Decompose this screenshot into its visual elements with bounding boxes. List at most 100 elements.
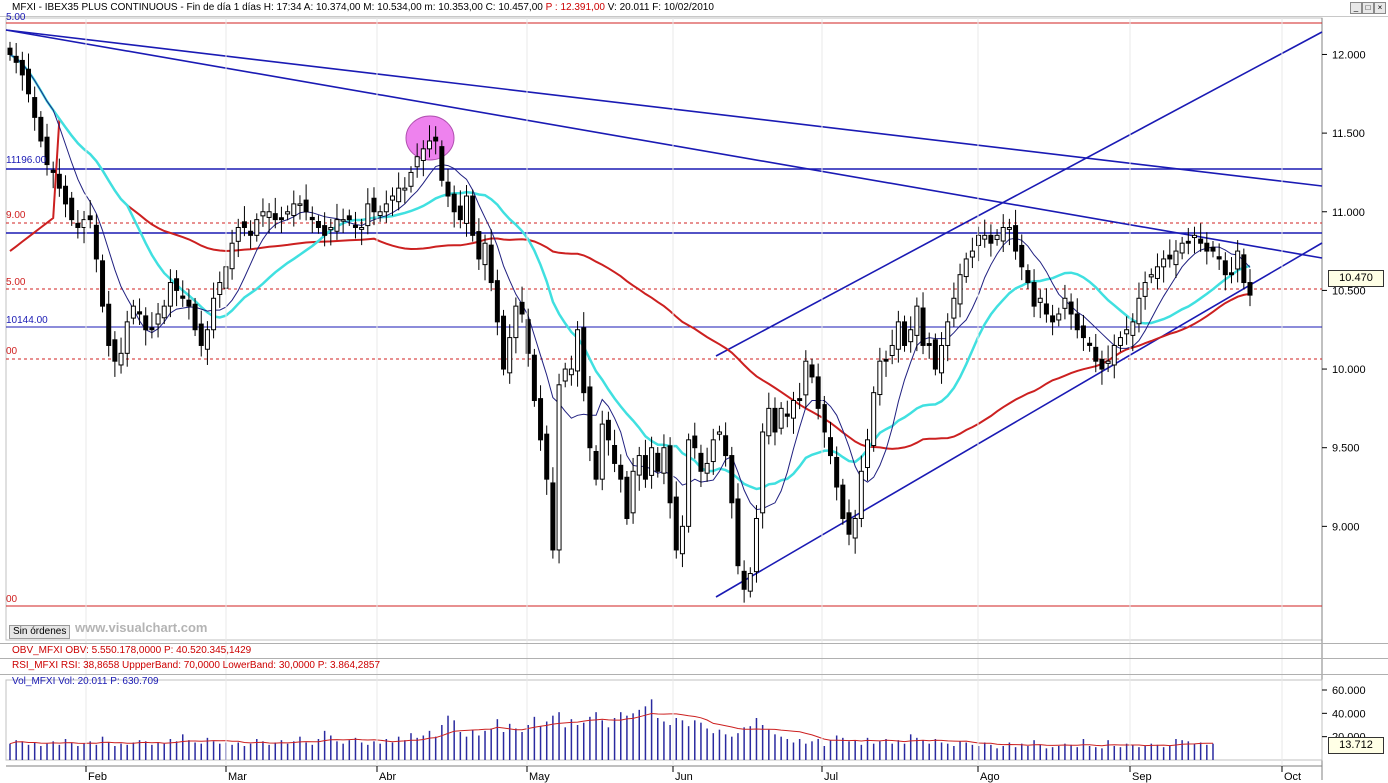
candle-body [642,455,648,480]
candle-body [790,400,796,419]
candle-body [439,146,445,181]
month-label-abr: Abr [379,771,396,783]
candle-body [44,136,50,166]
candle-body [56,173,62,189]
candle-body [550,482,556,551]
candle-body [112,339,118,362]
candle-body [198,323,204,346]
month-label-sep: Sep [1132,771,1152,783]
candle-body [612,445,618,464]
candle-body [408,171,414,187]
candle-body [852,517,858,539]
level-label-10144: 10144.00 [6,315,48,326]
candle-body [1173,250,1179,266]
month-label-ago: Ago [980,771,1000,783]
candle-body [130,305,136,319]
candle-body [741,570,747,590]
candle-body [137,311,143,315]
volume-tick-label: 40.000 [1332,708,1366,720]
candle-body [476,231,482,260]
candle-body [260,211,266,217]
candle-body [365,203,371,227]
candle-body [525,319,531,354]
candle-body [778,407,784,429]
candle-body [315,221,321,228]
candle-body [1117,337,1123,346]
candle-body [630,470,636,514]
candle-body [1037,297,1043,303]
candle-body [1000,226,1006,242]
candle-body [1154,266,1160,279]
candle-body [605,419,611,441]
candle-body [784,413,790,417]
candle-body [1013,225,1019,252]
close-button[interactable]: × [1374,2,1386,14]
candle-body [575,329,581,372]
candle-body [352,224,358,228]
candle-body [1025,270,1031,284]
candle-body [729,455,735,504]
candle-body [470,195,476,236]
candle-body [414,156,420,168]
candle-body [167,282,173,307]
candle-body [735,498,741,567]
candle-body [161,305,167,319]
candle-body [766,407,772,437]
candle-body [1105,360,1111,364]
candle-body [229,242,235,270]
sin-ordenes-button[interactable]: Sin órdenes [9,625,71,639]
minimize-button[interactable]: _ [1350,2,1362,14]
candle-body [309,216,315,221]
volume-moving-average [9,712,1213,747]
candle-body [402,187,408,191]
candle-body [649,447,655,476]
candle-body [581,327,587,394]
price-tick-label: 10.500 [1332,285,1366,297]
candle-body [815,376,821,409]
candle-body [155,313,161,325]
candle-body [1043,303,1049,315]
candle-body [803,360,809,396]
candle-body [69,197,75,221]
candle-body [871,392,877,447]
candle-body [100,260,106,307]
candle-body [840,484,846,519]
candle-body [1167,254,1173,260]
candle-body [568,368,574,376]
candle-body [433,136,439,142]
candle-body [149,327,155,331]
candle-body [908,329,914,343]
level-label-00a: 00 [6,346,18,357]
rsi-label: RSI_MFXI RSI: 38,8658 UppperBand: 70,000… [12,660,381,671]
candle-body [1056,313,1062,321]
candle-body [883,358,889,362]
candle-body [599,423,605,480]
price-tick-label: 9.000 [1332,521,1360,533]
candle-body [846,512,852,535]
candle-body [1235,250,1241,270]
channel-upper-line [715,31,1323,357]
obv-label: OBV_MFXI OBV: 5.550.178,0000 P: 40.520.3… [12,645,252,656]
candle-body [747,573,753,592]
candle-body [488,244,494,284]
month-label-feb: Feb [88,771,107,783]
candle-body [1006,226,1012,230]
candle-body [994,234,1000,240]
last-price-tag: 10.470 [1328,270,1384,287]
candle-body [1148,274,1154,278]
panel-separator [0,658,1388,659]
last-volume-tag: 13.712 [1328,737,1384,754]
candle-body [834,456,840,488]
candle-body [698,452,704,472]
candle-body [1222,260,1228,276]
maximize-button[interactable]: □ [1362,2,1374,14]
candle-body [1031,282,1037,307]
candle-body [513,305,519,339]
candle-body [1111,344,1117,366]
candle-body [858,470,864,519]
candle-body [692,435,698,449]
level-label-11196: 11196.00 [6,155,47,166]
candle-body [710,439,716,463]
candle-body [723,435,729,457]
